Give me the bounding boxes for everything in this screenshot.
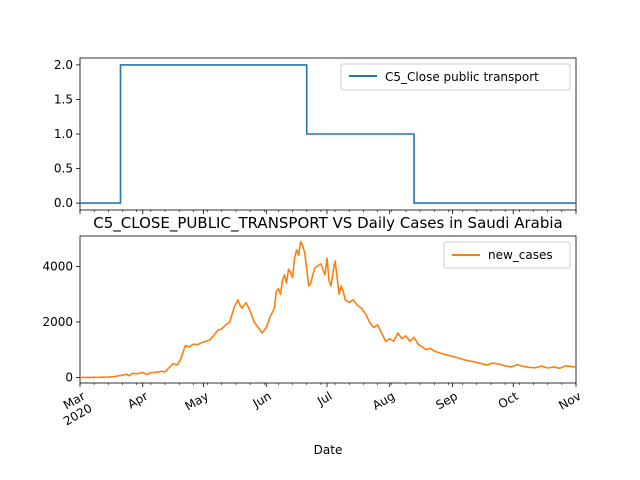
bottom-series-lines xyxy=(80,240,577,379)
y-tick-label: 0 xyxy=(65,370,73,384)
y-tick-label: 4000 xyxy=(42,260,73,274)
x-tick-label: Sep xyxy=(433,389,460,412)
x-axis-label: Date xyxy=(314,443,343,457)
bottom-subplot: C5_CLOSE_PUBLIC_TRANSPORT VS Daily Cases… xyxy=(42,214,583,457)
x-tick-label: Mar2020 xyxy=(54,389,95,429)
y-tick-label: 0.5 xyxy=(54,162,73,176)
top-y-axis: 0.0 0.5 1.0 1.5 2.0 xyxy=(54,58,80,210)
x-tick-label: Jul xyxy=(314,389,334,409)
y-tick-label: 1.5 xyxy=(54,92,73,106)
y-tick-label: 2.0 xyxy=(54,58,73,72)
bottom-legend: new_cases xyxy=(443,241,571,269)
y-tick-label: 1.0 xyxy=(54,127,73,141)
bottom-x-axis: Mar2020 Apr May Jun Jul Aug Sep Oct Nov xyxy=(54,383,584,429)
bottom-y-axis: 0 2000 4000 xyxy=(42,260,80,384)
top-legend-box xyxy=(340,63,571,91)
x-tick-label: Apr xyxy=(125,389,150,412)
top-legend: C5_Close public transport xyxy=(340,63,571,91)
bottom-legend-box xyxy=(443,241,571,269)
top-subplot: 0.0 0.5 1.0 1.5 2.0 C5_Close public transpor… xyxy=(54,57,577,214)
bottom-plot-frame xyxy=(79,235,577,384)
series-line-0 xyxy=(80,240,577,379)
x-tick-label: Nov xyxy=(556,389,583,413)
x-tick-label: May xyxy=(183,389,211,414)
chart-title: C5_CLOSE_PUBLIC_TRANSPORT VS Daily Cases… xyxy=(93,214,562,233)
y-tick-label: 0.0 xyxy=(54,196,73,210)
x-tick-label: Oct xyxy=(496,389,521,412)
series-line-0 xyxy=(80,64,576,204)
top-x-axis xyxy=(79,210,577,214)
top-series-lines xyxy=(80,64,576,204)
top-legend-label: C5_Close public transport xyxy=(385,70,539,84)
y-tick-label: 2000 xyxy=(42,315,73,329)
x-tick-label: Aug xyxy=(370,389,397,413)
x-tick-label: Jun xyxy=(250,389,274,411)
bottom-legend-label: new_cases xyxy=(488,248,553,262)
